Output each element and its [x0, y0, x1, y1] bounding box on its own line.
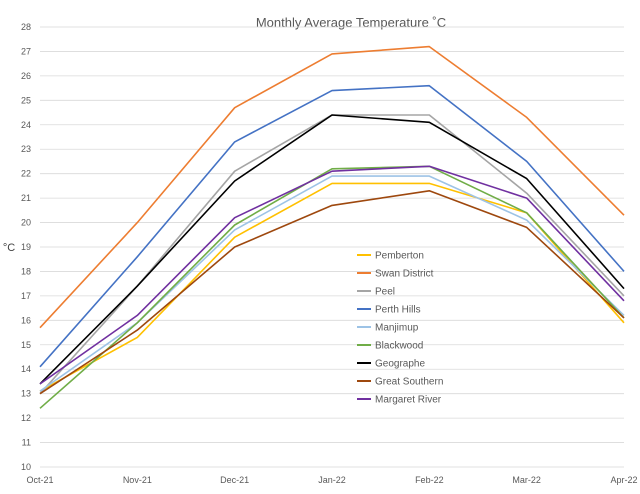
y-tick-label: 13: [21, 389, 31, 399]
y-tick-label: 21: [21, 193, 31, 203]
legend: Pemberton Swan District Peel Perth Hills Man…: [357, 251, 443, 406]
y-tick-label: 27: [21, 46, 31, 56]
series-lines: [39, 45, 625, 409]
axis-ticks: 10 11 12 13 14 15 16 17 18 19 20 21 22 23 24 25 26 27 28 Oc…: [21, 22, 638, 485]
x-tick-label: Oct-21: [26, 475, 53, 485]
legend-label: Great Southern: [375, 377, 443, 388]
x-tick-label: Jan-22: [318, 475, 346, 485]
series-line-great-southern: [39, 190, 625, 395]
x-tick-label: Mar-22: [512, 475, 541, 485]
y-axis-label: °C: [3, 242, 15, 254]
legend-label: Manjimup: [375, 323, 419, 334]
x-tick-label: Apr-22: [610, 475, 637, 485]
x-tick-label: Dec-21: [220, 475, 249, 485]
series-line-margaret-river: [39, 165, 625, 385]
y-tick-label: 25: [21, 95, 31, 105]
legend-label: Swan District: [375, 269, 434, 280]
series-line-blackwood: [39, 165, 625, 409]
series-line-perth-hills: [39, 84, 625, 368]
chart-title: Monthly Average Temperature ˚C: [256, 15, 446, 30]
y-tick-label: 26: [21, 71, 31, 81]
y-tick-label: 15: [21, 340, 31, 350]
x-tick-label: Feb-22: [415, 475, 444, 485]
series-line-swan-district: [39, 45, 625, 329]
legend-label: Pemberton: [375, 251, 424, 262]
y-tick-label: 19: [21, 242, 31, 252]
legend-label: Peel: [375, 287, 395, 298]
y-tick-label: 20: [21, 218, 31, 228]
y-tick-label: 11: [22, 438, 31, 448]
y-tick-label: 10: [21, 462, 31, 472]
y-tick-label: 24: [21, 120, 31, 130]
y-tick-label: 17: [21, 291, 31, 301]
y-tick-label: 12: [21, 413, 31, 423]
y-tick-label: 28: [21, 22, 31, 32]
legend-label: Margaret River: [375, 395, 442, 406]
legend-label: Perth Hills: [375, 305, 421, 316]
y-tick-label: 22: [21, 169, 31, 179]
x-tick-label: Nov-21: [123, 475, 152, 485]
y-tick-label: 18: [21, 266, 31, 276]
series-line-geographe: [39, 114, 625, 385]
y-tick-label: 23: [21, 144, 31, 154]
gridlines: [40, 26, 624, 468]
y-tick-label: 16: [21, 315, 31, 325]
y-tick-label: 14: [21, 364, 31, 374]
legend-label: Blackwood: [375, 341, 423, 352]
legend-label: Geographe: [375, 359, 425, 370]
